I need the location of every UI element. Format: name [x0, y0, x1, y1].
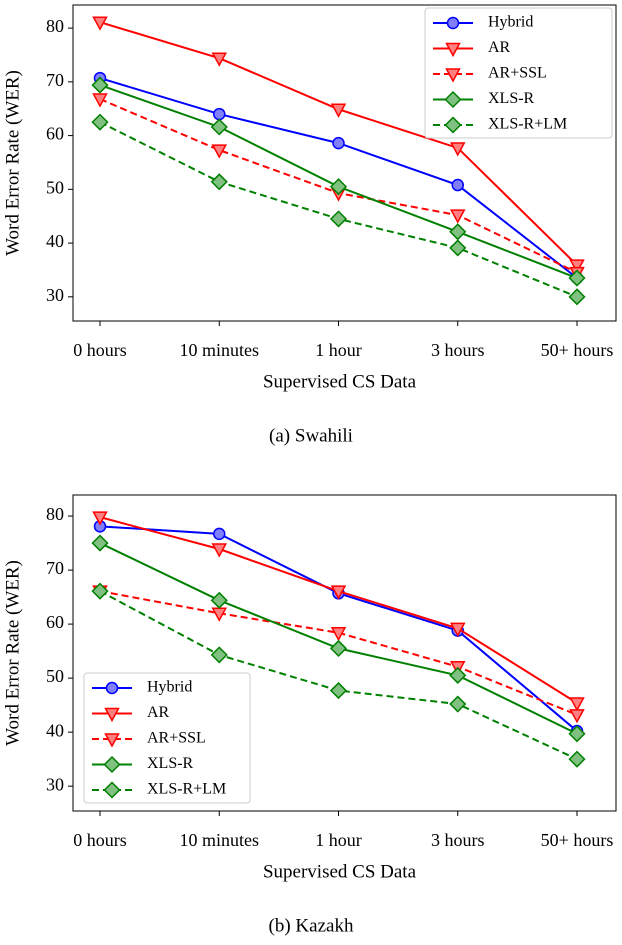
x-axis-title: Supervised CS Data — [263, 371, 417, 392]
data-point — [329, 639, 348, 657]
y-axis-title: Word Error Rate (WER) — [2, 560, 23, 746]
data-point — [329, 210, 348, 228]
legend-label: AR — [147, 704, 170, 721]
legend-label: XLS-R — [488, 90, 535, 107]
legend-marker — [105, 681, 119, 695]
data-point — [210, 173, 228, 191]
legend-label: AR — [488, 39, 511, 56]
legend-label: AR+SSL — [488, 65, 547, 82]
data-point — [92, 511, 108, 526]
legend-label: AR+SSL — [147, 730, 206, 747]
y-tick-label: 30 — [46, 774, 64, 794]
data-point — [213, 527, 226, 541]
legend-label: Hybrid — [147, 679, 192, 696]
x-tick-label: 0 hours — [73, 830, 127, 850]
data-point — [449, 695, 467, 713]
legend-label: XLS-R+LM — [147, 781, 226, 798]
data-point — [568, 288, 586, 306]
x-tick-label: 3 hours — [431, 340, 485, 360]
data-point — [449, 239, 467, 257]
y-tick-label: 60 — [46, 124, 64, 144]
legend-marker — [444, 90, 462, 109]
data-point — [210, 646, 228, 664]
data-point — [449, 142, 466, 157]
y-tick-label: 80 — [46, 16, 64, 36]
x-tick-label: 1 hour — [315, 340, 362, 360]
data-point — [91, 582, 109, 600]
data-point — [330, 585, 347, 600]
data-point — [91, 534, 109, 552]
data-point — [568, 725, 586, 743]
x-tick-label: 10 minutes — [180, 340, 260, 360]
legend-marker — [444, 116, 462, 134]
data-point — [568, 269, 586, 287]
x-axis-title: Supervised CS Data — [263, 861, 417, 882]
y-tick-label: 70 — [46, 558, 64, 578]
plot-area — [72, 494, 617, 812]
y-tick-label: 70 — [46, 70, 64, 90]
data-point — [210, 591, 228, 609]
y-tick-label: 50 — [46, 177, 64, 197]
data-point — [213, 107, 226, 121]
data-point — [449, 666, 467, 684]
data-point — [569, 709, 585, 724]
caption: (b) Kazakh — [269, 915, 354, 936]
data-point — [211, 144, 228, 159]
y-axis-title: Word Error Rate (WER) — [2, 70, 23, 256]
legend-marker — [104, 707, 120, 723]
data-point — [569, 259, 585, 274]
data-point — [92, 93, 108, 108]
legend-marker — [445, 42, 461, 58]
legend-label: Hybrid — [488, 14, 533, 31]
data-point — [329, 178, 348, 196]
x-tick-label: 50+ hours — [541, 830, 614, 850]
x-tick-label: 50+ hours — [541, 340, 614, 360]
caption: (a) Swahili — [269, 425, 353, 446]
y-tick-label: 40 — [46, 231, 64, 251]
data-point — [451, 178, 464, 192]
data-point — [210, 118, 228, 136]
legend-marker — [103, 755, 121, 774]
legend-label: XLS-R — [147, 755, 194, 772]
data-point — [330, 103, 347, 118]
data-point — [332, 136, 345, 150]
legend-marker — [103, 781, 121, 799]
x-tick-label: 1 hour — [315, 830, 362, 850]
legend-marker — [446, 16, 460, 30]
data-point — [91, 113, 109, 131]
data-point — [569, 697, 585, 712]
legend — [83, 672, 251, 804]
y-tick-label: 80 — [46, 504, 64, 524]
data-point — [568, 750, 586, 768]
plot-area — [72, 4, 617, 322]
data-point — [449, 209, 466, 224]
data-point — [330, 626, 347, 642]
x-tick-label: 0 hours — [73, 340, 127, 360]
data-point — [211, 52, 228, 67]
data-point — [92, 16, 108, 31]
data-point — [449, 223, 467, 241]
legend — [424, 7, 613, 139]
legend-label: XLS-R+LM — [488, 116, 567, 133]
data-point — [91, 76, 109, 94]
y-tick-label: 30 — [46, 285, 64, 305]
legend-marker — [104, 733, 120, 748]
data-point — [211, 543, 228, 558]
data-point — [329, 681, 348, 700]
x-tick-label: 3 hours — [431, 830, 485, 850]
y-tick-label: 40 — [46, 720, 64, 740]
data-point — [449, 622, 466, 637]
legend-marker — [445, 68, 461, 83]
y-tick-label: 50 — [46, 666, 64, 686]
y-tick-label: 60 — [46, 612, 64, 632]
x-tick-label: 10 minutes — [180, 830, 260, 850]
